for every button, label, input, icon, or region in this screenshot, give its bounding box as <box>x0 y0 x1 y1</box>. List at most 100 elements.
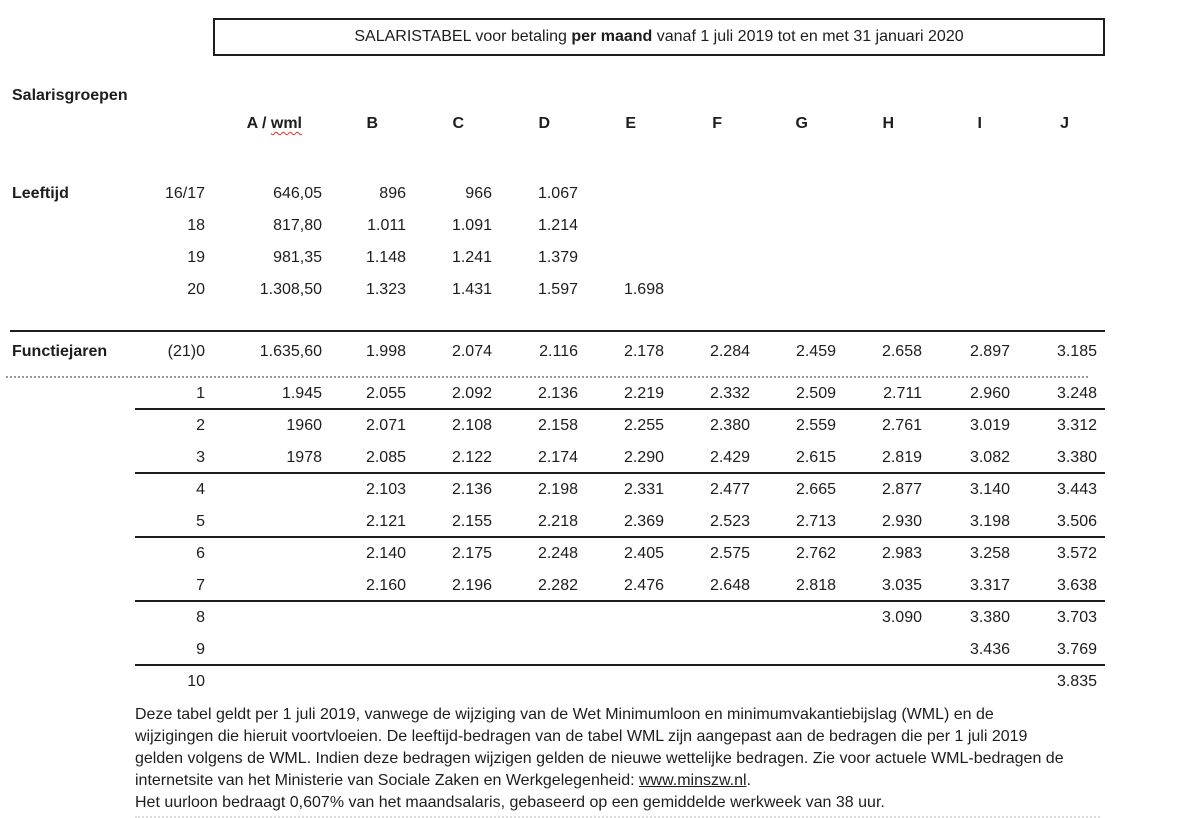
table-cell: 3.506 <box>1056 513 1097 530</box>
table-cell <box>207 634 322 666</box>
table-cell: 2.103 <box>365 481 406 498</box>
row-section-label <box>0 210 135 242</box>
table-cell: 1.698 <box>623 281 664 298</box>
footer-line-1: Deze tabel geldt per 1 juli 2019, vanweg… <box>135 706 994 723</box>
row-key-cell: 2 <box>196 417 205 434</box>
table-cell <box>836 274 922 306</box>
row-section-label <box>0 506 135 538</box>
row-section-label <box>0 634 135 666</box>
row-section-label <box>0 570 135 602</box>
table-cell: 2.559 <box>795 417 836 434</box>
table-cell: 3.380 <box>969 609 1010 626</box>
table-row: 4 2.103 2.136 2.198 2.331 2.477 2.665 2.877 3.14… <box>0 474 1097 506</box>
table-cell: 2.761 <box>881 417 922 434</box>
table-cell: 2.175 <box>451 545 492 562</box>
table-cell: 2.085 <box>365 449 406 466</box>
table-cell: 3.317 <box>969 577 1010 594</box>
table-cell <box>664 178 750 210</box>
footer-line-3: gelden volgens de WML. Indien deze bedra… <box>135 750 1064 767</box>
table-cell: 3.638 <box>1056 577 1097 594</box>
table-cell: 2.121 <box>365 513 406 530</box>
table-cell <box>922 666 1010 698</box>
table-cell <box>406 602 492 634</box>
row-key-cell: 4 <box>196 481 205 498</box>
table-row: 8 3.090 3.380 3.703 <box>0 602 1097 634</box>
table-cell <box>578 242 664 274</box>
table-cell: 1.011 <box>367 217 406 234</box>
table-cell: 1.998 <box>365 343 406 360</box>
table-cell: 1.379 <box>537 249 578 266</box>
table-cell: 2.477 <box>709 481 750 498</box>
table-cell: 2.930 <box>881 513 922 530</box>
table-row: 10 3.835 <box>0 666 1097 698</box>
table-cell: 3.769 <box>1056 641 1097 658</box>
footer-line-5: Het uurloon bedraagt 0,607% van het maan… <box>135 794 885 811</box>
table-cell <box>578 666 664 698</box>
footer-notes: Deze tabel geldt per 1 juli 2019, vanweg… <box>135 704 1135 814</box>
table-cell <box>922 178 1010 210</box>
table-cell: 966 <box>465 185 492 202</box>
table-cell <box>207 506 322 538</box>
row-section-label <box>0 274 135 306</box>
table-row: 20 1.308,50 1.323 1.431 1.597 1.698 <box>0 274 1097 306</box>
footer-line-4-suffix: . <box>746 772 752 789</box>
table-cell <box>492 634 578 666</box>
row-section-label <box>0 442 135 474</box>
table-cell: 2.071 <box>365 417 406 434</box>
table-cell: 2.897 <box>969 343 1010 360</box>
table-cell <box>406 634 492 666</box>
table-cell: 3.082 <box>969 449 1010 466</box>
table-cell: 3.443 <box>1056 481 1097 498</box>
table-cell: 1.148 <box>365 249 406 266</box>
table-cell <box>207 474 322 506</box>
table-cell <box>578 602 664 634</box>
column-header-wml-misspelling: wml <box>270 115 302 132</box>
table-cell <box>664 242 750 274</box>
row-key-cell: 10 <box>187 673 205 690</box>
table-row: Leeftijd 16/17 646,05 896 966 1.067 <box>0 178 1097 210</box>
table-cell: 2.055 <box>365 385 406 402</box>
table-cell <box>664 666 750 698</box>
table-cell: 2.476 <box>623 577 664 594</box>
column-header-a-wml: A / wml <box>207 112 322 136</box>
table-cell: 2.648 <box>709 577 750 594</box>
table-cell: 1.945 <box>281 385 322 402</box>
table-row: Functiejaren (21)0 1.635,60 1.998 2.074 2.116… <box>0 332 1097 376</box>
table-row: 3 1978 2.085 2.122 2.174 2.290 2.429 2.615 2.819… <box>0 442 1105 474</box>
table-cell <box>578 634 664 666</box>
table-cell: 3.312 <box>1056 417 1097 434</box>
row-section-label <box>0 538 135 570</box>
table-cell <box>1010 210 1097 242</box>
table-cell: 2.459 <box>795 343 836 360</box>
table-row: 6 2.140 2.175 2.248 2.405 2.575 2.762 2.983 3.25… <box>0 538 1097 570</box>
table-cell: 646,05 <box>273 185 322 202</box>
table-cell <box>578 178 664 210</box>
table-row: 2 1960 2.071 2.108 2.158 2.255 2.380 2.559 2.761… <box>0 410 1097 442</box>
table-cell: 2.332 <box>709 385 750 402</box>
row-key-cell: 6 <box>196 545 205 562</box>
table-cell: 981,35 <box>273 249 322 266</box>
table-row: 9 3.436 3.769 <box>0 634 1105 666</box>
table-cell <box>922 274 1010 306</box>
table-cell <box>750 602 836 634</box>
table-cell <box>207 666 322 698</box>
bottom-faint-dotted-line <box>135 816 1100 818</box>
table-cell <box>406 666 492 698</box>
table-cell <box>207 570 322 602</box>
row-section-label <box>0 410 135 442</box>
table-cell <box>750 634 836 666</box>
table-cell: 1.323 <box>365 281 406 298</box>
table-row: 18 817,80 1.011 1.091 1.214 <box>0 210 1097 242</box>
table-cell: 3.185 <box>1056 343 1097 360</box>
table-cell: 1.214 <box>537 217 578 234</box>
table-cell: 2.196 <box>451 577 492 594</box>
dotted-divider-below-age21-row <box>6 376 1088 378</box>
row-key-cell: 7 <box>196 577 205 594</box>
table-cell: 3.248 <box>1056 385 1097 402</box>
table-cell: 2.284 <box>709 343 750 360</box>
table-cell: 1.431 <box>451 281 492 298</box>
minszw-link[interactable]: www.minszw.nl <box>639 772 747 789</box>
table-cell <box>492 602 578 634</box>
table-cell <box>1010 274 1097 306</box>
